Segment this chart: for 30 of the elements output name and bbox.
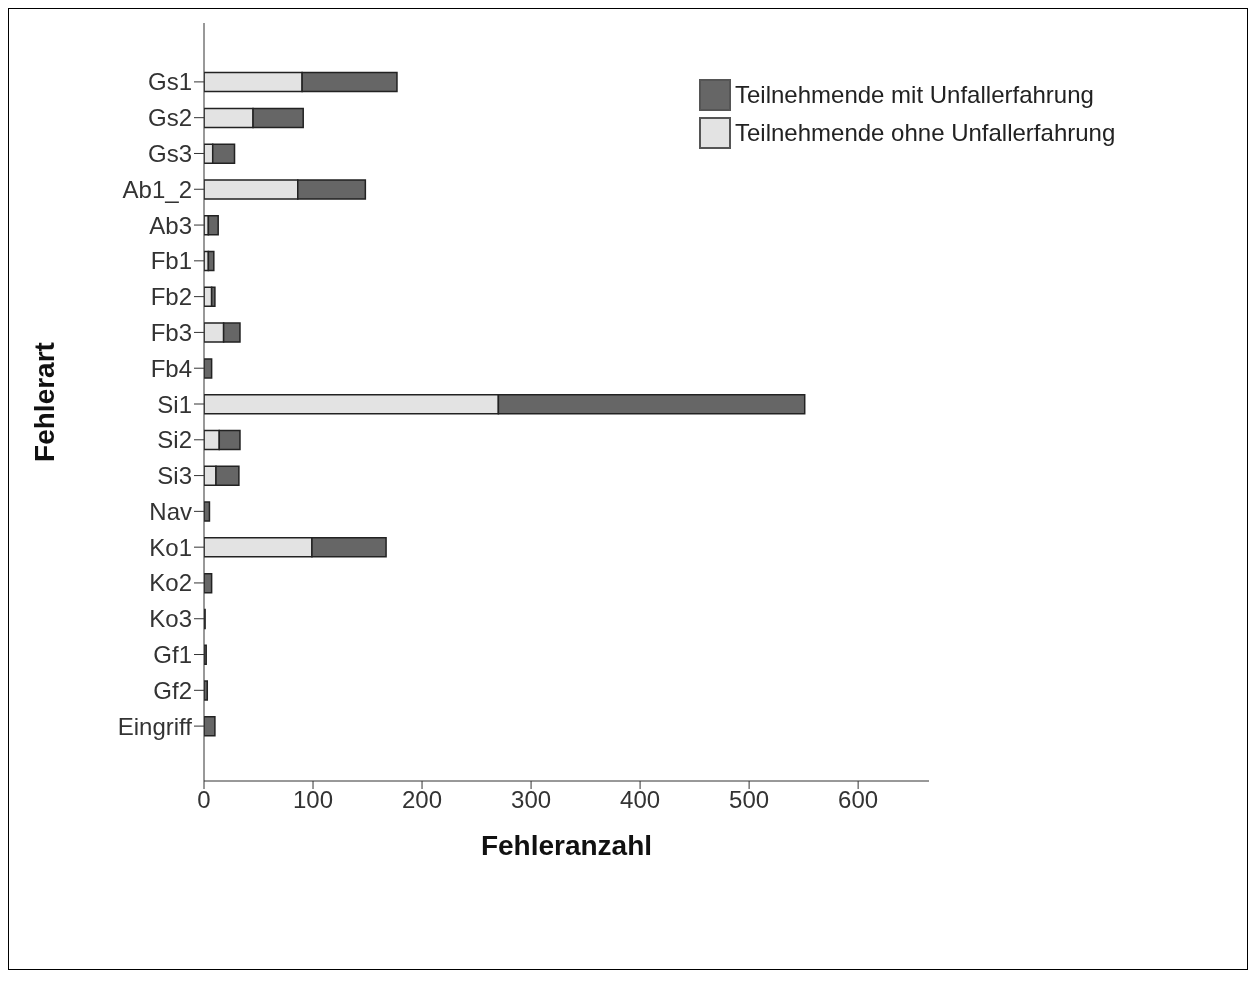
y-tick-label: Fb1 — [150, 247, 192, 275]
y-tick-label: Si2 — [157, 426, 192, 454]
y-tick-label: Ko3 — [149, 605, 192, 633]
y-tick-label: Gs3 — [147, 139, 192, 167]
y-tick-label: Gf1 — [153, 641, 192, 669]
y-axis-title: Fehlerart — [28, 342, 60, 462]
x-tick-label: 500 — [729, 786, 770, 814]
x-tick-label: 600 — [838, 786, 879, 814]
x-tick-label: 0 — [197, 786, 211, 814]
x-tick-label: 100 — [293, 786, 334, 814]
y-tick-label: Eingriff — [117, 712, 193, 740]
x-tick-label: 200 — [402, 786, 443, 814]
x-axis-title: Fehleranzahl — [480, 830, 653, 861]
y-tick-label: Gs1 — [147, 68, 192, 96]
y-tick-label: Ko2 — [149, 569, 192, 597]
y-tick-label: Fb4 — [150, 354, 192, 382]
y-tick-label: Nav — [149, 497, 192, 525]
y-tick-label: Si3 — [157, 462, 192, 490]
y-tick-label: Fb3 — [150, 318, 192, 346]
y-tick-label: Ko1 — [149, 533, 192, 561]
y-tick-label: Fb2 — [150, 283, 192, 311]
y-tick-label: Si1 — [157, 390, 192, 418]
y-tick-label: Gs2 — [147, 104, 192, 132]
legend-label: Teilnehmende mit Unfallerfahrung — [735, 81, 1094, 109]
y-tick-label: Ab1_2 — [122, 175, 192, 203]
legend-label: Teilnehmende ohne Unfallerfahrung — [735, 119, 1116, 147]
x-tick-label: 300 — [511, 786, 552, 814]
y-tick-label: Ab3 — [149, 211, 192, 239]
x-tick-label: 400 — [620, 786, 661, 814]
y-tick-label: Gf2 — [153, 676, 192, 704]
